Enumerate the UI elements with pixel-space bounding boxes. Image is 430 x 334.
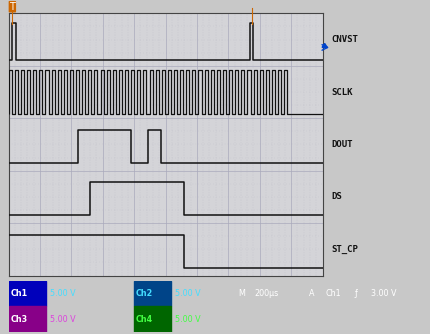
Text: T: T <box>9 2 15 12</box>
Text: ST_CP: ST_CP <box>331 245 358 254</box>
Bar <box>134 281 171 307</box>
Text: Ch3: Ch3 <box>11 315 28 324</box>
Text: Ch1: Ch1 <box>11 289 28 298</box>
Text: ƒ: ƒ <box>355 289 358 298</box>
Text: Ch4: Ch4 <box>136 315 153 324</box>
Text: 5.00 V: 5.00 V <box>50 315 76 324</box>
Text: 5.00 V: 5.00 V <box>50 289 76 298</box>
Text: DS: DS <box>331 192 342 201</box>
Text: SCLK: SCLK <box>331 88 353 97</box>
Text: M: M <box>238 289 245 298</box>
Text: Ch1: Ch1 <box>326 289 341 298</box>
Bar <box>9 307 46 332</box>
Text: 5.00 V: 5.00 V <box>175 315 201 324</box>
Bar <box>134 307 171 332</box>
Text: Ch2: Ch2 <box>136 289 153 298</box>
Text: CNVST: CNVST <box>331 35 358 44</box>
Text: A: A <box>309 289 314 298</box>
Text: 3.00 V: 3.00 V <box>372 289 397 298</box>
Text: 200µs: 200µs <box>255 289 279 298</box>
Text: DOUT: DOUT <box>331 140 353 149</box>
Bar <box>9 281 46 307</box>
Text: 5.00 V: 5.00 V <box>175 289 201 298</box>
